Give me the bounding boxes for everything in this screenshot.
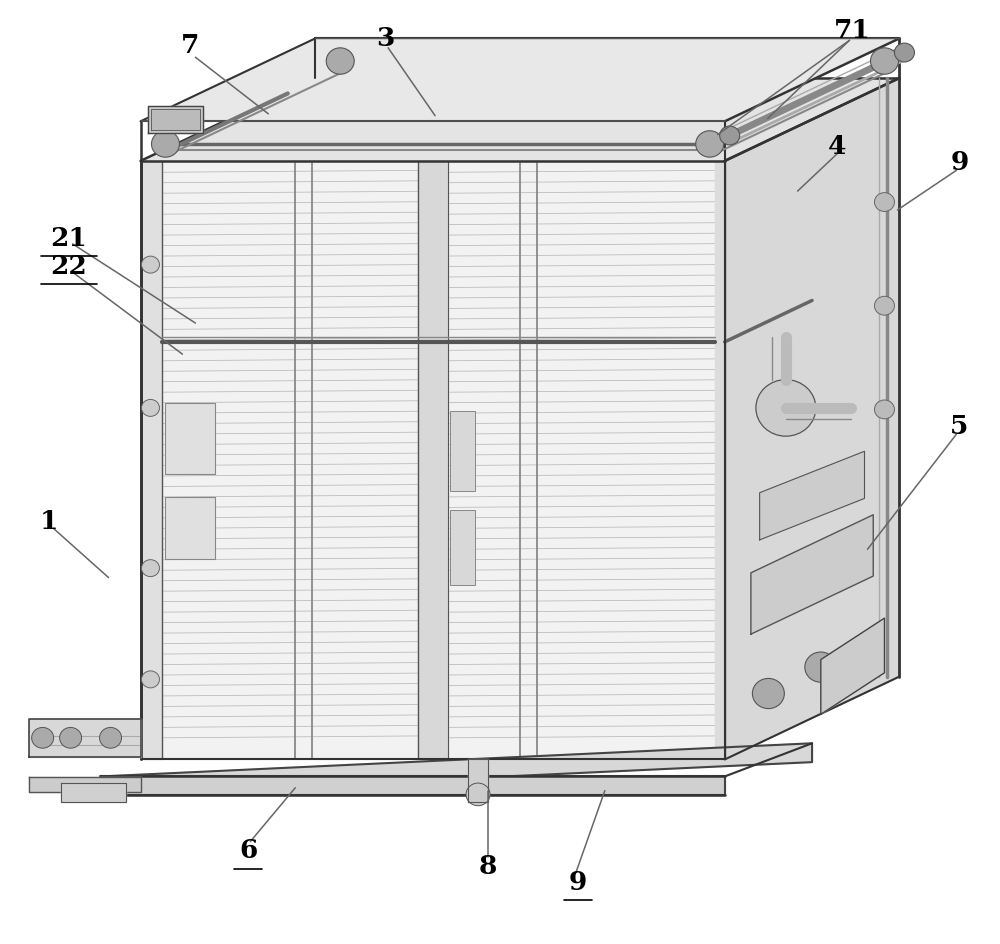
Text: 8: 8 [479,853,497,879]
Polygon shape [29,778,141,792]
Circle shape [141,256,159,273]
Text: 7: 7 [181,33,200,59]
Circle shape [100,728,122,749]
Polygon shape [760,451,864,540]
Polygon shape [141,160,725,760]
Polygon shape [141,160,162,760]
Circle shape [894,43,914,62]
Circle shape [756,379,816,436]
Circle shape [805,652,837,683]
Circle shape [696,131,724,157]
FancyBboxPatch shape [450,411,475,491]
Polygon shape [101,777,725,795]
Circle shape [874,400,894,419]
Text: 4: 4 [828,134,847,160]
Polygon shape [141,39,899,122]
Circle shape [752,679,784,709]
Circle shape [141,560,159,577]
FancyBboxPatch shape [165,403,215,474]
Polygon shape [29,719,141,757]
Circle shape [141,399,159,416]
Polygon shape [468,760,488,801]
Polygon shape [715,160,725,760]
Circle shape [466,784,490,805]
FancyBboxPatch shape [165,497,215,559]
Circle shape [32,728,54,749]
Circle shape [874,296,894,315]
Text: 3: 3 [376,25,394,51]
Circle shape [60,728,82,749]
Text: 1: 1 [39,509,58,533]
Polygon shape [61,784,126,801]
Text: 9: 9 [950,150,968,176]
Polygon shape [725,78,899,760]
Circle shape [326,48,354,75]
Polygon shape [141,78,899,160]
Circle shape [870,48,898,75]
Text: 71: 71 [834,18,871,43]
Text: 6: 6 [239,838,257,864]
Text: 5: 5 [950,414,969,439]
Text: 9: 9 [569,869,587,895]
Circle shape [849,638,880,668]
Circle shape [720,126,740,145]
Polygon shape [751,514,873,634]
Text: 21: 21 [50,226,87,251]
Polygon shape [151,110,200,130]
Circle shape [151,131,179,157]
Circle shape [141,671,159,688]
Polygon shape [821,618,884,715]
Polygon shape [148,107,203,133]
Text: 22: 22 [50,254,87,279]
Polygon shape [101,743,812,795]
Circle shape [874,193,894,211]
FancyBboxPatch shape [450,510,475,585]
Polygon shape [418,160,448,760]
